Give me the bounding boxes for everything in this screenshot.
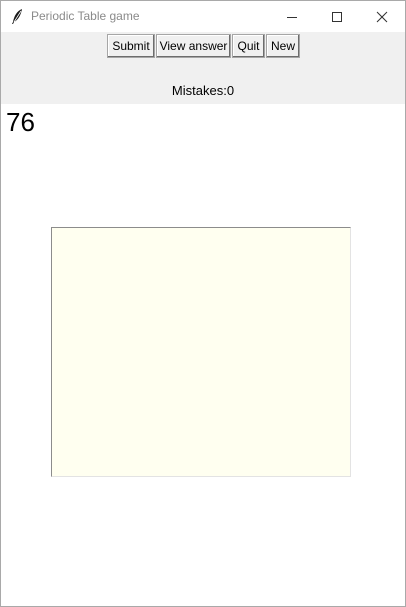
close-icon <box>376 11 388 23</box>
minimize-button[interactable] <box>270 1 315 32</box>
new-button[interactable]: New <box>266 34 300 58</box>
answer-input[interactable] <box>51 227 351 477</box>
submit-button[interactable]: Submit <box>107 34 155 58</box>
atomic-number: 76 <box>6 107 35 137</box>
mistakes-status: Mistakes:0 <box>1 83 405 98</box>
window-title: Periodic Table game <box>31 9 140 23</box>
feather-icon <box>10 8 24 25</box>
maximize-icon <box>332 12 342 22</box>
view-answer-button[interactable]: View answer <box>156 34 231 58</box>
quit-button[interactable]: Quit <box>232 34 265 58</box>
mistakes-label: Mistakes: <box>171 83 227 98</box>
close-button[interactable] <box>360 1 405 32</box>
minimize-icon <box>287 17 297 18</box>
title-bar[interactable]: Periodic Table game <box>1 1 405 32</box>
mistakes-count: 0 <box>226 83 235 98</box>
maximize-button[interactable] <box>315 1 360 32</box>
toolbar: Submit View answer Quit New Mistakes:0 <box>1 32 405 104</box>
